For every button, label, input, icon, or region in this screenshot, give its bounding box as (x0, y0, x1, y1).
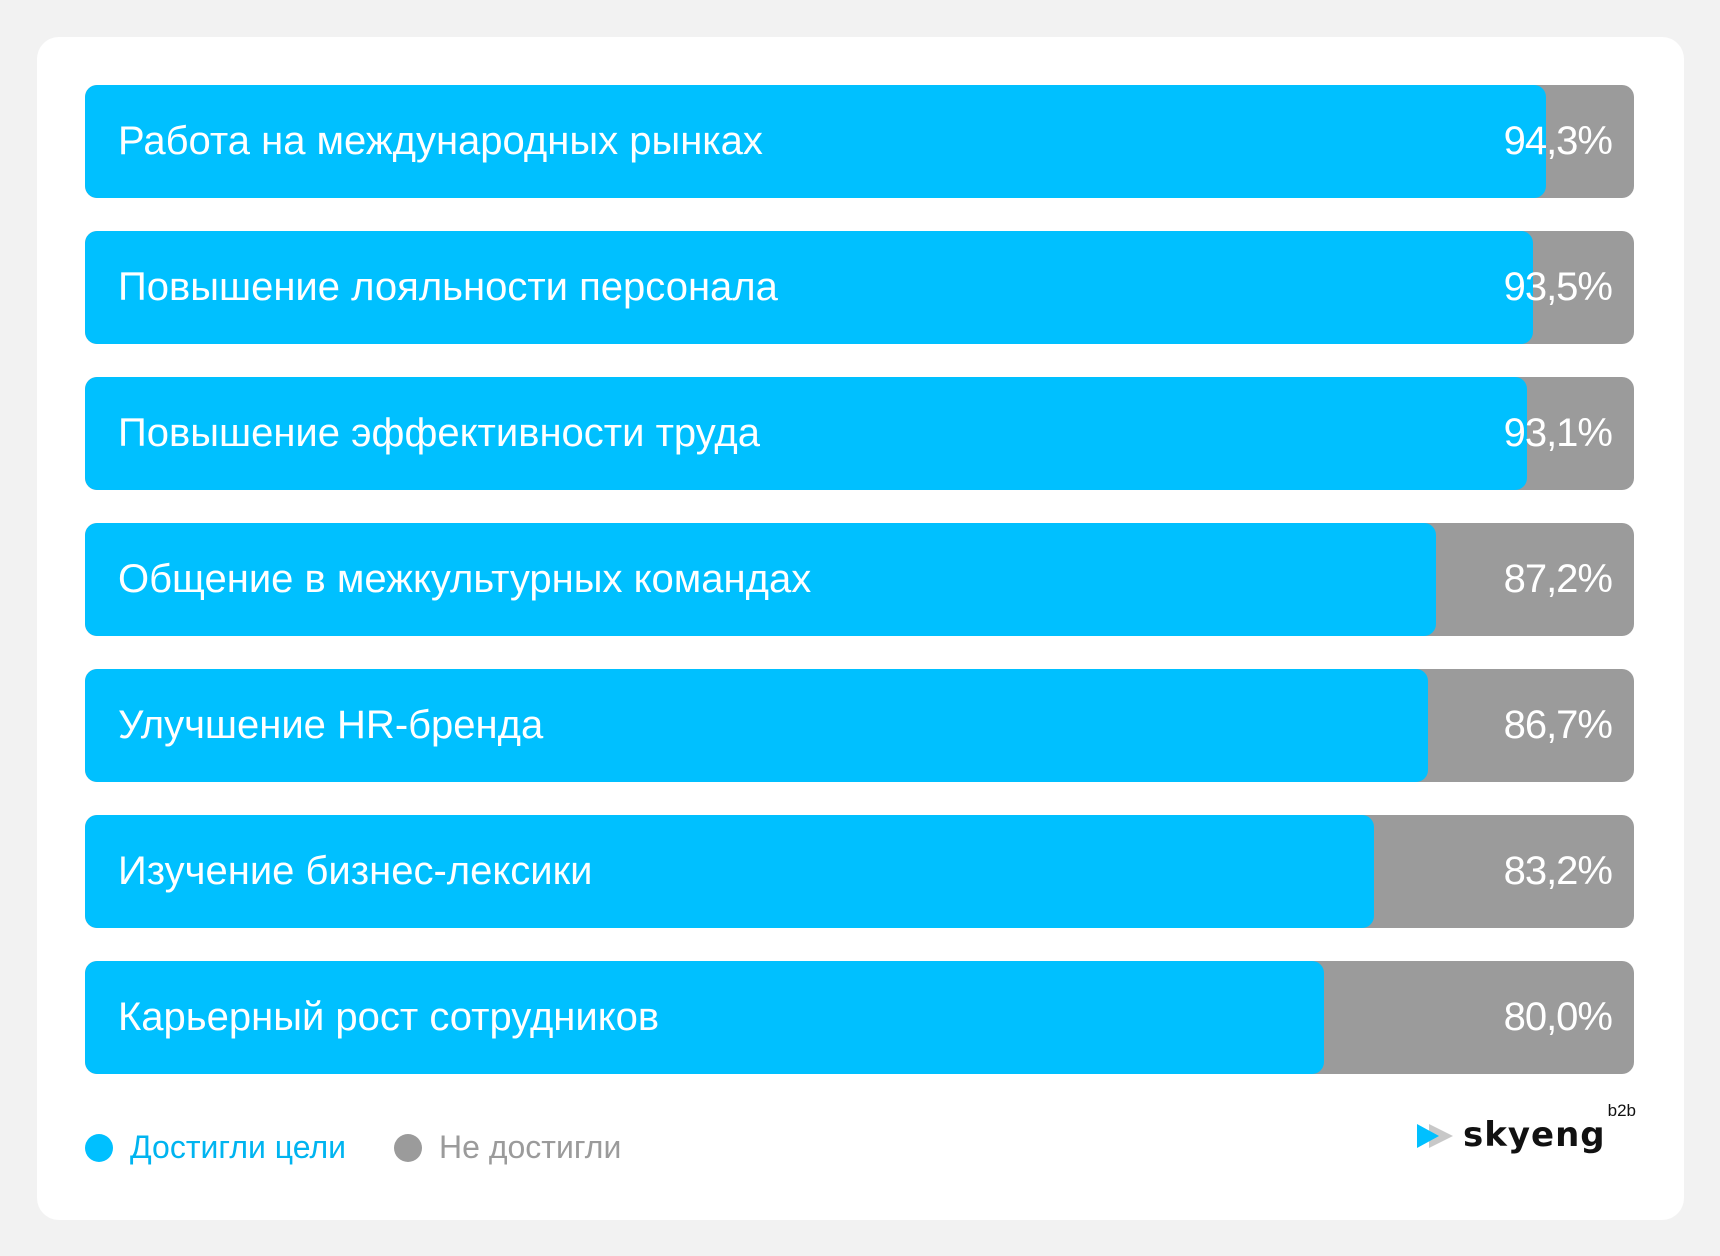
bar-row: Карьерный рост сотрудников 80,0% (85, 961, 1634, 1074)
bar-fill-achieved (85, 523, 1436, 636)
bar-row: Повышение эффективности труда 93,1% (85, 377, 1634, 490)
bar-fill-achieved (85, 961, 1325, 1074)
legend-item-achieved: Достигли цели (85, 1129, 346, 1166)
bar-row: Общение в межкультурных командах 87,2% (85, 523, 1634, 636)
legend-label-achieved: Достигли цели (130, 1129, 347, 1165)
bar-row: Изучение бизнес-лексики 83,2% (85, 815, 1634, 928)
bar-value-label: 93,1% (1503, 411, 1613, 455)
bar-fill-achieved (85, 377, 1528, 490)
bar-category-label: Работа на международных рынках (118, 119, 763, 163)
skyeng-play-icon (1417, 1124, 1453, 1148)
bar-value-label: 94,3% (1503, 119, 1613, 163)
legend-label-not-achieved: Не достигли (439, 1129, 622, 1165)
bar-value-label: 80,0% (1503, 995, 1613, 1039)
logo-wordmark: skyeng (1463, 1115, 1606, 1155)
logo-superscript: b2b (1607, 1101, 1636, 1120)
bar-chart: Работа на международных рынках 94,3% Повыш… (85, 85, 1634, 1107)
bar-category-label: Карьерный рост сотрудников (118, 995, 660, 1039)
skyeng-logo: skyeng b2b (1415, 1101, 1636, 1155)
bar-fill-achieved (85, 669, 1428, 782)
bar-category-label: Повышение лояльности персонала (118, 265, 778, 309)
bar-category-label: Повышение эффективности труда (118, 411, 760, 455)
bar-value-label: 87,2% (1503, 557, 1613, 601)
bar-row: Улучшение HR-бренда 86,7% (85, 669, 1634, 782)
bar-fill-achieved (85, 85, 1546, 198)
bar-value-label: 83,2% (1503, 849, 1613, 893)
bar-fill-achieved (85, 231, 1534, 344)
legend-dot-not-achieved (394, 1133, 423, 1162)
legend: Достигли цели Не достигли (85, 1129, 669, 1166)
bar-value-label: 93,5% (1503, 265, 1613, 309)
bar-category-label: Изучение бизнес-лексики (118, 849, 593, 893)
bar-value-label: 86,7% (1503, 703, 1613, 747)
legend-dot-achieved (85, 1133, 113, 1162)
bar-row: Работа на международных рынках 94,3% (85, 85, 1634, 198)
bar-category-label: Улучшение HR-бренда (118, 703, 544, 747)
bar-fill-achieved (85, 815, 1374, 928)
legend-item-not-achieved: Не достигли (394, 1129, 621, 1166)
bar-category-label: Общение в межкультурных командах (118, 557, 812, 601)
chart-card: Работа на международных рынках 94,3% Повыш… (37, 37, 1684, 1220)
bar-row: Повышение лояльности персонала 93,5% (85, 231, 1634, 344)
